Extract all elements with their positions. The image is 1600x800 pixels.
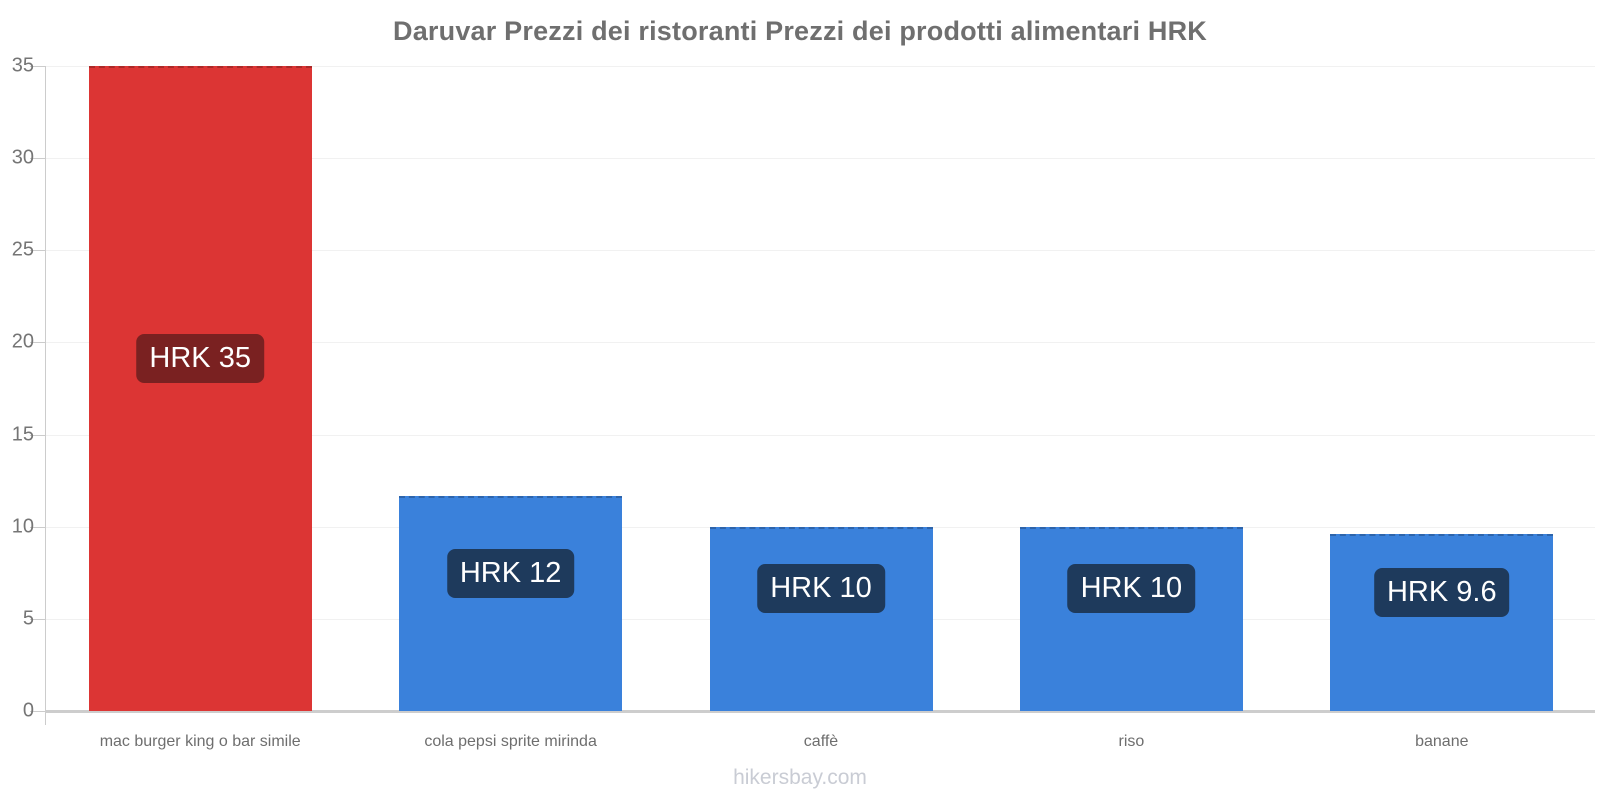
gridline [45,158,1595,160]
y-tick-mark [30,526,45,528]
x-tick-label: mac burger king o bar simile [99,733,301,750]
gridline [45,250,1595,252]
bar: HRK 9.6 [1330,534,1554,711]
y-tick-mark [30,66,45,67]
x-tick-label: cola pepsi sprite mirinda [424,733,597,750]
y-tick-label: 25 [11,238,34,261]
y-tick-label: 5 [22,607,34,630]
x-axis-line [45,710,1595,713]
x-tick-label: riso [1118,733,1145,750]
chart-title: Daruvar Prezzi dei ristoranti Prezzi dei… [393,16,1207,46]
bar-value-label: HRK 12 [446,548,575,598]
bar: HRK 35 [88,66,312,711]
y-tick-mark [30,618,45,620]
bar-value-label: HRK 9.6 [1373,568,1510,618]
bar-value-label: HRK 10 [757,564,885,614]
y-tick-label: 10 [11,515,34,538]
y-tick-label: 15 [11,423,34,446]
y-axis-line [45,66,46,725]
y-tick-mark [30,434,45,436]
y-tick-mark [30,158,45,160]
bar-value-label: HRK 10 [1067,564,1196,614]
y-tick-label: 30 [11,146,34,169]
watermark: hikersbay.com [733,766,867,789]
y-tick-mark [30,342,45,344]
bar: HRK 10 [709,526,933,711]
gridline [45,342,1595,344]
gridline [45,434,1595,436]
y-tick-label: 0 [22,699,34,722]
bar-value-label: HRK 35 [136,334,264,383]
bar: HRK 12 [399,495,623,711]
bar: HRK 10 [1019,526,1243,711]
gridline [45,66,1595,67]
y-tick-label: 20 [11,330,34,353]
y-tick-mark [30,250,45,252]
x-tick-label: caffè [803,733,839,750]
y-tick-mark [30,711,45,712]
y-tick-label: 35 [11,54,34,77]
x-tick-label: banane [1415,733,1469,750]
